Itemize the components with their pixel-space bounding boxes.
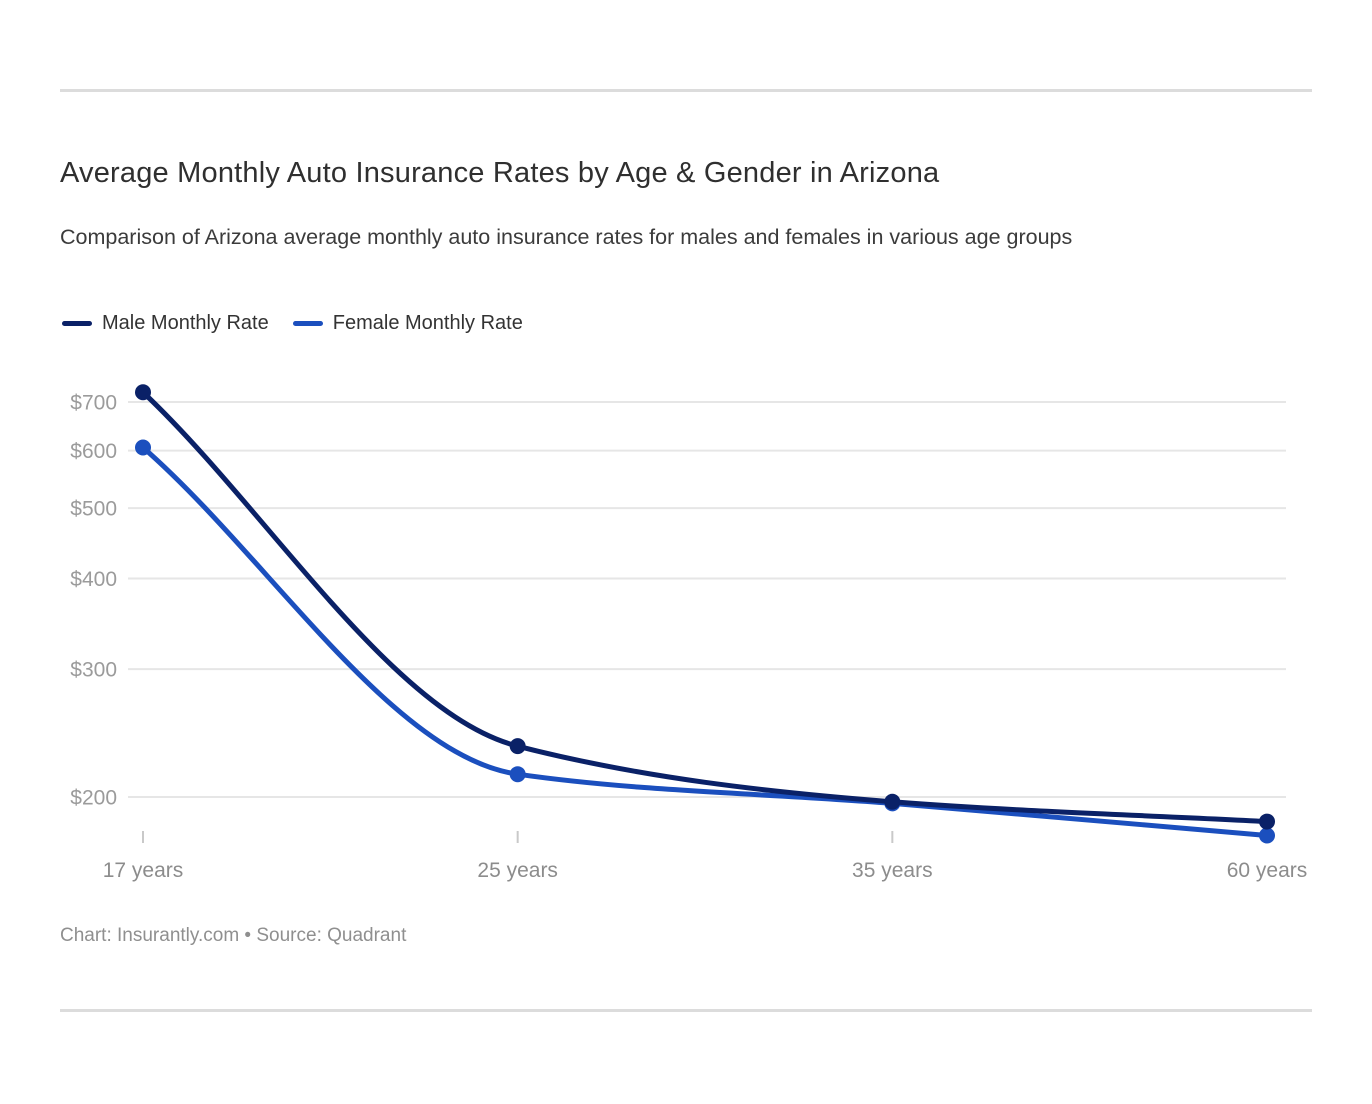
- legend-label-female: Female Monthly Rate: [332, 312, 523, 334]
- x-axis-label-1: 25 years: [477, 859, 558, 882]
- data-point-male-monthly-rate-25-years: [509, 738, 526, 755]
- series-line-female-monthly-rate: [140, 444, 1270, 839]
- data-point-female-monthly-rate-25-years: [509, 766, 526, 783]
- x-axis-label-0: 17 years: [103, 859, 184, 882]
- data-point-female-monthly-rate-17-years: [135, 439, 151, 456]
- x-axis-label-2: 35 years: [852, 859, 933, 882]
- data-point-female-monthly-rate-60-years: [1259, 827, 1275, 844]
- legend: Male Monthly Rate Female Monthly Rate: [62, 312, 523, 335]
- legend-item-male: Male Monthly Rate: [62, 312, 269, 335]
- y-axis-label-400: $400: [70, 568, 117, 591]
- legend-item-female: Female Monthly Rate: [292, 312, 523, 335]
- chart-footer: Chart: Insurantly.com • Source: Quadrant: [60, 925, 407, 946]
- y-axis-label-200: $200: [70, 787, 117, 810]
- male-series-swatch: [62, 321, 92, 326]
- chart-subtitle: Comparison of Arizona average monthly au…: [60, 225, 1073, 249]
- y-axis-label-700: $700: [70, 392, 117, 415]
- data-point-male-monthly-rate-35-years: [884, 793, 901, 810]
- series-line-male-monthly-rate: [140, 389, 1270, 825]
- female-series-swatch: [292, 321, 323, 326]
- chart-title: Average Monthly Auto Insurance Rates by …: [60, 157, 940, 189]
- data-point-male-monthly-rate-17-years: [135, 384, 151, 401]
- top-divider: [60, 89, 1312, 92]
- data-point-male-monthly-rate-60-years: [1259, 813, 1275, 830]
- legend-label-male: Male Monthly Rate: [102, 312, 269, 334]
- x-axis-label-3: 60 years: [1227, 859, 1308, 882]
- bottom-divider: [60, 1009, 1312, 1012]
- y-axis-label-500: $500: [70, 498, 117, 521]
- y-axis-label-600: $600: [70, 440, 117, 463]
- y-axis-label-300: $300: [70, 659, 117, 682]
